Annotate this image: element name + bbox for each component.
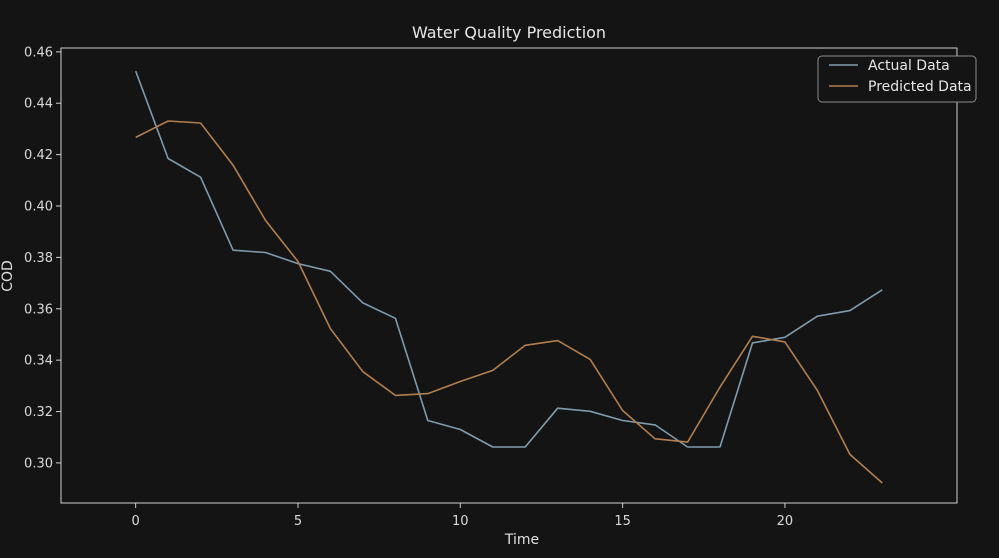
x-tick-label: 0: [132, 514, 140, 529]
y-axis-ticks: 0.30 0.32 0.34 0.36 0.38 0.40 0.42 0.44 0.46: [24, 45, 61, 471]
y-tick-label: 0.36: [24, 302, 53, 317]
x-tick-label: 15: [614, 514, 631, 529]
x-axis-label: Time: [504, 532, 539, 548]
series-line-actual: [134, 70, 883, 448]
plot-area: [60, 47, 958, 504]
y-tick-label: 0.30: [24, 456, 53, 471]
y-tick-label: 0.38: [24, 251, 53, 266]
legend-label-predicted: Predicted Data: [868, 79, 972, 95]
x-tick-label: 10: [452, 514, 469, 529]
y-tick-label: 0.46: [24, 45, 53, 60]
series-lines: [134, 70, 883, 484]
y-tick-label: 0.44: [24, 97, 53, 112]
x-axis-ticks: 0 5 10 15 20: [132, 503, 794, 529]
legend: Actual Data Predicted Data: [817, 55, 977, 103]
y-tick-label: 0.32: [24, 405, 53, 420]
y-axis-label: COD: [0, 260, 16, 292]
chart-title: Water Quality Prediction: [412, 23, 606, 42]
legend-label-actual: Actual Data: [868, 58, 950, 74]
x-tick-label: 5: [294, 514, 302, 529]
y-tick-label: 0.40: [24, 200, 53, 215]
legend-box: [817, 55, 977, 103]
y-tick-label: 0.42: [24, 148, 53, 163]
y-tick-label: 0.34: [24, 354, 53, 369]
x-tick-label: 20: [777, 514, 794, 529]
series-line-predicted: [135, 120, 883, 484]
